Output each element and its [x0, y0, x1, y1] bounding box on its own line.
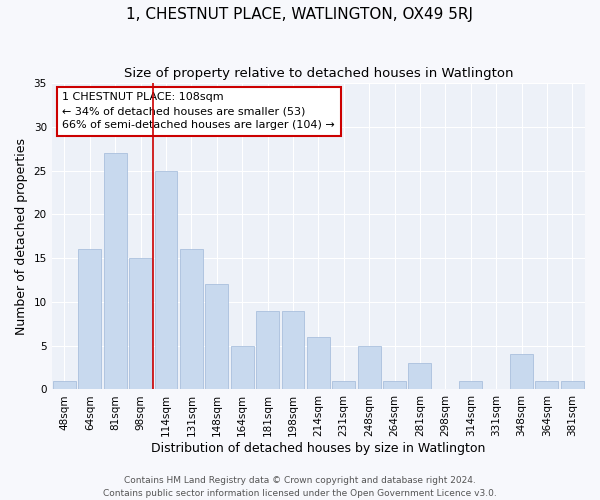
X-axis label: Distribution of detached houses by size in Watlington: Distribution of detached houses by size … [151, 442, 485, 455]
Text: Contains HM Land Registry data © Crown copyright and database right 2024.
Contai: Contains HM Land Registry data © Crown c… [103, 476, 497, 498]
Bar [307, 337, 330, 390]
Bar [332, 380, 355, 390]
Bar [53, 380, 76, 390]
Bar [561, 380, 584, 390]
Bar [104, 153, 127, 390]
Bar [281, 310, 304, 390]
Bar [510, 354, 533, 390]
Bar [459, 380, 482, 390]
Bar [535, 380, 559, 390]
Bar [79, 250, 101, 390]
Text: 1, CHESTNUT PLACE, WATLINGTON, OX49 5RJ: 1, CHESTNUT PLACE, WATLINGTON, OX49 5RJ [127, 8, 473, 22]
Bar [231, 346, 254, 390]
Bar [205, 284, 228, 390]
Bar [129, 258, 152, 390]
Bar [358, 346, 380, 390]
Bar [256, 310, 279, 390]
Bar [383, 380, 406, 390]
Bar [409, 363, 431, 390]
Text: 1 CHESTNUT PLACE: 108sqm
← 34% of detached houses are smaller (53)
66% of semi-d: 1 CHESTNUT PLACE: 108sqm ← 34% of detach… [62, 92, 335, 130]
Bar [180, 250, 203, 390]
Title: Size of property relative to detached houses in Watlington: Size of property relative to detached ho… [124, 68, 513, 80]
Y-axis label: Number of detached properties: Number of detached properties [15, 138, 28, 335]
Bar [155, 170, 178, 390]
